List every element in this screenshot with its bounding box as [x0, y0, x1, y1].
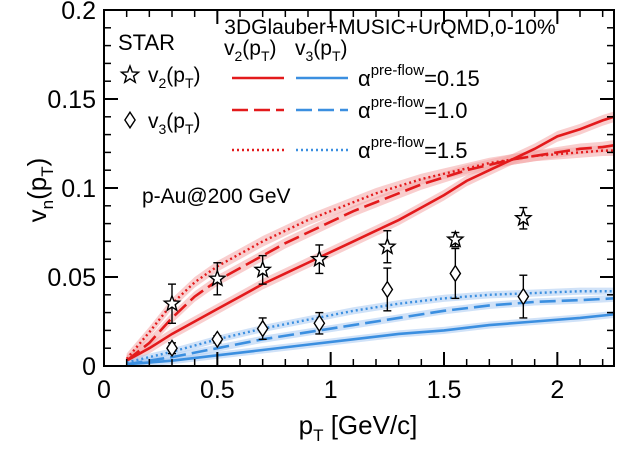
v3-data-point [381, 267, 394, 312]
y-tick-label: 0.05 [47, 264, 96, 292]
star-marker [377, 236, 397, 255]
v2-data-point [513, 206, 533, 230]
y-tick-label: 0 [82, 353, 96, 381]
v3-data-point [211, 330, 224, 349]
v2-data-point [162, 283, 182, 324]
x-tick-label: 1.5 [427, 376, 462, 404]
v2-dashed-band [126, 139, 614, 366]
v3-solid-curve [126, 313, 614, 366]
star-marker [513, 208, 533, 227]
legend-alpha-dashed-label: αpre-flow=1.0 [358, 94, 468, 123]
diamond-marker [517, 287, 530, 306]
v2-dotted-curve [125, 149, 614, 360]
v3-data-point [313, 311, 326, 335]
v3-data-point [449, 247, 462, 300]
x-tick-label: 0 [97, 376, 111, 404]
star-marker [309, 249, 329, 268]
v2-data-point [445, 229, 465, 248]
diamond-marker [449, 264, 462, 283]
v2-data-point [207, 262, 227, 296]
chart-title: 3DGlauber+MUSIC+UrQMD,0-10% [224, 16, 555, 39]
diamond-marker [211, 330, 224, 349]
experiment-label: STAR [118, 30, 175, 55]
legend-alpha-solid-label: αpre-flow=0.15 [358, 62, 480, 91]
v2-dotted-band [126, 145, 614, 365]
x-tick-label: 1 [324, 376, 338, 404]
legend-alpha-dotted-label: αpre-flow=1.5 [358, 134, 468, 163]
legend-v2-data-label: v2(pT) [148, 64, 201, 91]
x-axis-label: pT [GeV/c] [299, 410, 418, 445]
axis-ticks: 0 0.5 1 1.5 2 0 0.05 0.1 0.15 0.2 [47, 0, 614, 404]
x-tick-label: 2 [550, 376, 564, 404]
legend-diamond-marker [124, 110, 136, 130]
y-axis-label: vn(pT) [22, 158, 57, 223]
x-tick-label: 0.5 [200, 376, 235, 404]
legend-v3-data-label: v3(pT) [148, 110, 201, 137]
diamond-marker [256, 319, 269, 338]
v2-data-point [377, 230, 397, 264]
v3-dotted-curve [126, 290, 614, 364]
diamond-marker [313, 314, 326, 333]
model-curves [125, 115, 614, 366]
v2-data-point [309, 244, 329, 275]
legend-v3-model-header: v3(pT) [295, 37, 348, 64]
legend-star-marker [119, 64, 141, 84]
data-points [162, 206, 533, 358]
legend-v2-model-header: v2(pT) [224, 37, 277, 64]
v3-dashed-curve [126, 297, 614, 366]
y-tick-label: 0.1 [61, 175, 96, 203]
v2-dashed-curve [125, 143, 614, 362]
v3-data-point [256, 317, 269, 340]
star-marker [445, 229, 465, 248]
diamond-marker [381, 280, 394, 299]
v3-data-point [166, 339, 178, 358]
v2-data-point [253, 254, 273, 285]
legend: v2(pT) v3(pT) v2(pT) v3(pT) αpre-flow=0.15 αp… [119, 37, 480, 163]
v2-solid-curve [126, 115, 614, 362]
diamond-marker [166, 339, 178, 358]
v3-data-point [517, 274, 530, 319]
star-marker [162, 293, 182, 312]
system-label: p-Au@200 GeV [142, 185, 291, 208]
y-tick-label: 0.15 [47, 86, 96, 114]
star-marker [207, 268, 227, 287]
star-marker [253, 259, 273, 278]
y-tick-label: 0.2 [61, 0, 96, 25]
v2-solid-band [126, 111, 614, 366]
